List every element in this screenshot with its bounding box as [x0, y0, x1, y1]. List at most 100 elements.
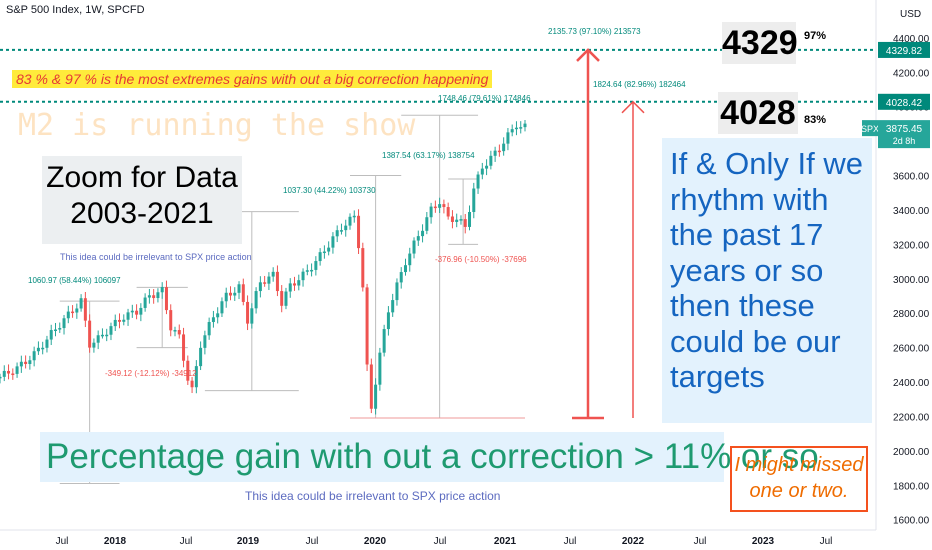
candle-body	[228, 292, 232, 296]
target-high-percent: 97%	[804, 30, 827, 42]
label-rally-2021: 1748.46 (79.61%) 174846	[438, 94, 531, 103]
candle-body	[250, 308, 254, 324]
candle-body	[177, 330, 181, 335]
candle-body	[92, 342, 96, 348]
candle-body	[24, 361, 28, 365]
candle-body	[49, 330, 53, 340]
candle-body	[297, 280, 301, 286]
candle-body	[58, 328, 62, 330]
candle-body	[318, 252, 322, 262]
current-price: 3875.45	[886, 124, 923, 135]
candle-body	[271, 271, 275, 277]
y-tick-label: 2400.00	[893, 378, 930, 389]
yellow-note: 83 % & 97 % is the most extremes gains w…	[12, 70, 493, 88]
candle-body	[403, 265, 407, 273]
candle-body	[357, 215, 361, 249]
candle-body	[130, 310, 134, 313]
x-tick-label: Jul	[564, 536, 577, 547]
candle-body	[361, 248, 365, 288]
candle-body	[62, 318, 66, 329]
candle-body	[374, 384, 378, 409]
target-low-percent: 83%	[804, 114, 827, 126]
candle-body	[514, 127, 518, 130]
current-symbol-bg	[862, 120, 878, 137]
price-tag-low-bg	[878, 93, 930, 110]
candle-body	[216, 313, 220, 318]
candle-body	[182, 334, 186, 361]
candle-body	[194, 366, 198, 388]
current-time: 2d 8h	[893, 136, 916, 146]
candle-body	[438, 204, 442, 208]
candle-body	[293, 283, 297, 286]
candle-body	[79, 298, 83, 309]
candle-body	[173, 330, 177, 332]
y-tick-label: 3400.00	[893, 206, 930, 217]
candle-body	[369, 364, 373, 409]
candle-body	[433, 206, 437, 209]
candle-body	[19, 361, 23, 367]
candle-body	[416, 236, 420, 241]
candle-body	[263, 282, 267, 284]
candle-body	[7, 370, 11, 374]
candle-body	[352, 215, 356, 218]
candle-body	[344, 225, 348, 231]
label-rally-2020: 1387.54 (63.17%) 138754	[382, 151, 475, 160]
x-tick-label: Jul	[820, 536, 833, 547]
candle-body	[314, 261, 318, 270]
candle-body	[459, 219, 463, 221]
candle-body	[391, 300, 395, 313]
label-upper-left: 1060.97 (58.44%) 106097	[28, 276, 121, 285]
candle-body	[395, 282, 399, 301]
zoom-note: Zoom for Data 2003-2021	[42, 156, 242, 244]
candle-body	[246, 301, 250, 324]
candle-body	[382, 329, 386, 353]
y-tick-label: 2200.00	[893, 412, 930, 423]
candle-body	[211, 317, 215, 323]
candle-body	[386, 312, 390, 330]
candle-body	[152, 295, 156, 299]
candle-body	[66, 311, 70, 319]
label-target-83: 1824.64 (82.96%) 182464	[593, 80, 686, 89]
price-axis-panel	[876, 0, 932, 550]
candle-body	[254, 291, 258, 309]
candle-body	[365, 287, 369, 365]
candle-body	[203, 335, 207, 348]
candle-body	[412, 240, 416, 254]
candle-body	[489, 155, 493, 166]
candle-body	[429, 206, 433, 218]
candle-body	[497, 150, 501, 153]
candle-body	[28, 360, 32, 365]
y-tick-label: 4400.00	[893, 34, 930, 45]
irrelevant-note-large: This idea could be irrelevant to SPX pri…	[245, 489, 501, 503]
candle-body	[280, 291, 284, 306]
y-tick-label: 3200.00	[893, 240, 930, 251]
candle-body	[523, 123, 527, 128]
candle-body	[135, 310, 139, 315]
y-tick-label: 3000.00	[893, 275, 930, 286]
candle-body	[41, 347, 45, 350]
candle-body	[506, 132, 510, 144]
candle-body	[169, 310, 173, 331]
candle-body	[15, 366, 19, 374]
x-tick-label: 2018	[104, 536, 127, 547]
candle-body	[331, 236, 335, 248]
candle-body	[109, 326, 113, 335]
candle-body	[96, 335, 100, 343]
candle-body	[0, 376, 2, 379]
price-tag-high: 4329.82	[886, 46, 923, 57]
label-rally-2019: 1037.30 (44.22%) 103730	[283, 186, 376, 195]
candle-body	[442, 204, 446, 208]
label-target-97: 2135.73 (97.10%) 213573	[548, 27, 641, 36]
candle-body	[122, 319, 126, 322]
candle-body	[425, 217, 429, 231]
candle-body	[267, 276, 271, 284]
label-dip-2020: -376.96 (-10.50%) -37696	[435, 255, 527, 264]
candle-body	[83, 298, 87, 321]
candle-body	[156, 292, 160, 299]
candle-body	[485, 165, 489, 169]
candle-body	[339, 230, 343, 232]
candle-body	[126, 312, 130, 320]
candle-body	[199, 347, 203, 367]
y-tick-label: 3600.00	[893, 172, 930, 183]
